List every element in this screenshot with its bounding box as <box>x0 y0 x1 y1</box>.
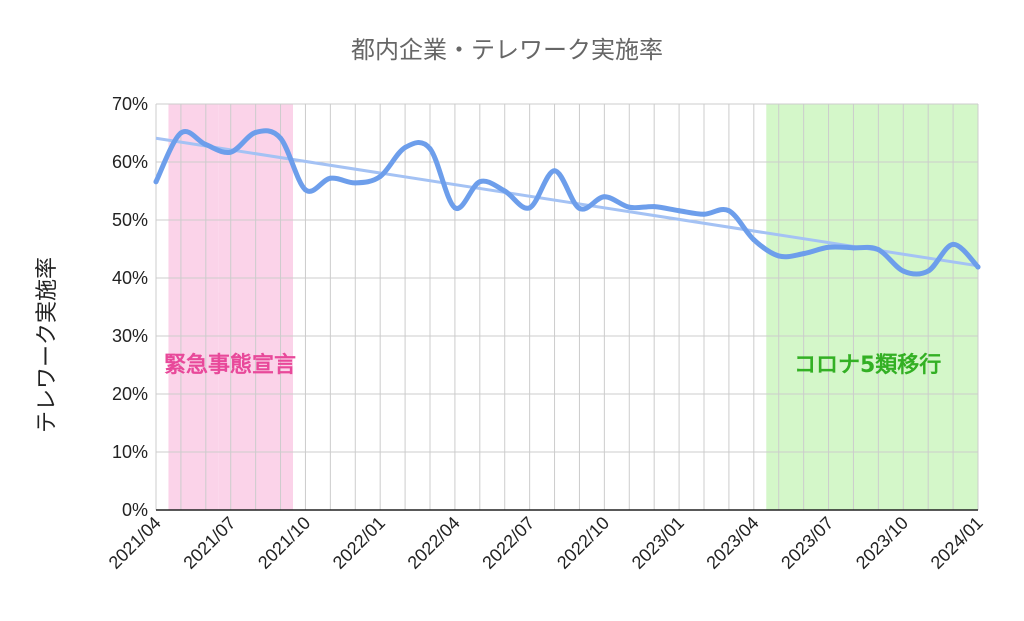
x-tick-label: 2023/07 <box>777 513 837 573</box>
band-label-covid5: コロナ5類移行 <box>794 352 941 378</box>
x-tick-label: 2021/07 <box>179 513 239 573</box>
y-axis-label: テレワーク実施率 <box>35 257 60 433</box>
x-tick-label: 2021/04 <box>105 513 165 573</box>
y-tick-label: 60% <box>112 152 148 172</box>
y-tick-label: 70% <box>112 94 148 114</box>
y-tick-label: 20% <box>112 384 148 404</box>
band-label-emergency: 緊急事態宣言 <box>164 352 296 378</box>
data-point <box>950 241 956 247</box>
band-labels: 緊急事態宣言 コロナ5類移行 <box>164 352 941 378</box>
x-tick-label: 2022/10 <box>553 513 613 573</box>
data-point <box>576 205 582 211</box>
data-point <box>327 175 333 181</box>
data-point <box>875 247 881 253</box>
data-point <box>278 135 284 141</box>
data-point <box>352 180 358 186</box>
data-point <box>975 264 981 270</box>
band-1-range-0 <box>766 104 978 510</box>
bands-layer <box>168 104 978 510</box>
data-point <box>925 268 931 274</box>
y-tick-label: 10% <box>112 442 148 462</box>
band-0-range-0 <box>168 104 219 510</box>
x-tick-label: 2022/01 <box>329 513 389 573</box>
data-point <box>153 179 159 185</box>
y-tick-label: 0% <box>122 500 148 520</box>
data-point <box>900 268 906 274</box>
y-tick-label: 40% <box>112 268 148 288</box>
data-point <box>850 245 856 251</box>
y-tick-label: 30% <box>112 326 148 346</box>
series-line <box>153 128 981 277</box>
x-tick-label: 2022/07 <box>478 513 538 573</box>
y-tick-labels: 0% 10% 20% 30% 40% 50% 60% 70% <box>112 94 148 520</box>
data-point <box>427 146 433 152</box>
data-point <box>601 194 607 200</box>
data-point <box>751 237 757 243</box>
data-point <box>477 179 483 185</box>
data-point <box>651 204 657 210</box>
x-tick-labels: 2021/04 2021/07 2021/10 2022/01 2022/04 2022/… <box>105 513 987 573</box>
data-point <box>402 145 408 150</box>
data-point <box>302 187 308 193</box>
x-tick-label: 2023/01 <box>628 513 688 573</box>
data-point <box>452 205 458 211</box>
data-point <box>726 208 732 214</box>
x-tick-label: 2023/04 <box>702 513 762 573</box>
data-point <box>502 188 508 194</box>
data-point <box>527 205 533 211</box>
data-point <box>178 130 184 136</box>
series-layer <box>153 128 981 277</box>
data-point <box>203 142 209 148</box>
data-point <box>626 204 632 210</box>
data-point <box>228 149 234 155</box>
x-tick-label: 2024/01 <box>927 513 987 573</box>
data-point <box>701 211 707 217</box>
y-tick-label: 50% <box>112 210 148 230</box>
chart-title: 都内企業・テレワーク実施率 <box>351 36 663 64</box>
data-point <box>552 168 558 174</box>
data-point <box>676 208 682 214</box>
x-tick-label: 2023/10 <box>852 513 912 573</box>
data-point <box>253 129 259 135</box>
x-tick-label: 2022/04 <box>404 513 464 573</box>
data-point <box>377 174 383 179</box>
x-tick-label: 2021/10 <box>254 513 314 573</box>
grid-layer <box>155 103 979 511</box>
data-point <box>776 253 782 259</box>
data-point <box>801 251 807 257</box>
data-point <box>826 244 832 250</box>
